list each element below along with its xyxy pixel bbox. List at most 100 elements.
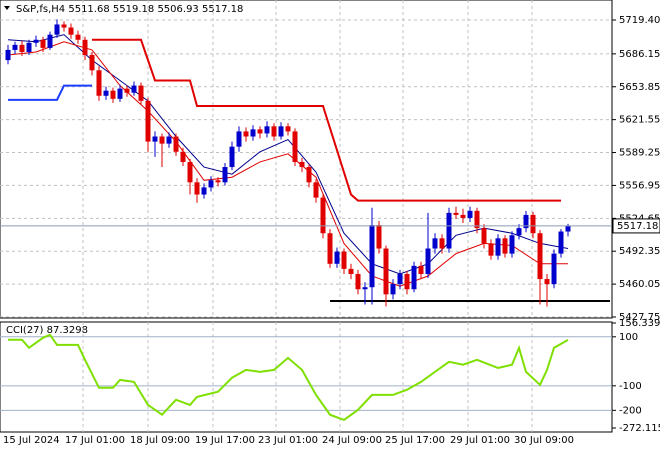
x-tick-label: 25 Jul 17:00 — [385, 435, 445, 446]
cci-tick-label: 100 — [619, 332, 638, 343]
candle-body — [19, 44, 25, 52]
y-tick-label: 5492.35 — [619, 246, 660, 257]
candle-body — [418, 265, 424, 274]
chart-title: S&P,fs,H4 5511.68 5519.18 5506.93 5517.1… — [16, 4, 243, 15]
x-tick-label: 24 Jul 09:00 — [322, 435, 382, 446]
x-tick-label: 29 Jul 01:00 — [450, 435, 510, 446]
candle-body — [376, 225, 382, 249]
candle-body — [390, 284, 396, 295]
candle-body — [383, 248, 389, 295]
candle-body — [285, 126, 291, 132]
candle-body — [47, 34, 53, 48]
candle-body — [523, 214, 529, 229]
candle-body — [236, 131, 242, 147]
candle-body — [201, 187, 207, 195]
main-frame — [0, 0, 613, 319]
cci-frame — [0, 321, 613, 433]
candle-body — [278, 126, 284, 137]
candle-body — [327, 233, 333, 264]
candle-body — [257, 129, 263, 134]
candle-body — [502, 238, 508, 254]
y-tick-label: 5556.95 — [619, 180, 660, 191]
candle-body — [187, 161, 193, 183]
candle-body — [432, 238, 438, 249]
candle-body — [194, 182, 200, 195]
candle-body — [453, 212, 459, 215]
price-label-box — [612, 218, 660, 234]
candle-body — [495, 238, 501, 256]
candle-body — [544, 279, 550, 285]
candle-body — [306, 167, 312, 183]
candle-body — [404, 273, 410, 290]
candle-body — [117, 88, 123, 99]
cci-title: CCI(27) 87.3298 — [6, 325, 88, 336]
candle-body — [138, 85, 144, 101]
candle-body — [229, 146, 235, 168]
close: 5517.18 — [202, 4, 243, 15]
x-tick-label: 17 Jul 01:00 — [65, 435, 125, 446]
candle-body — [488, 243, 494, 256]
candle-body — [474, 210, 480, 229]
candle-body — [12, 44, 18, 50]
candle-body — [215, 180, 221, 183]
candle-body — [446, 212, 452, 249]
y-tick-label: 5427.75 — [619, 312, 660, 323]
candle-body — [180, 151, 186, 162]
y-tick-label: 5621.55 — [619, 115, 660, 126]
candle-body — [5, 49, 11, 61]
open: 5511.68 — [68, 4, 109, 15]
candle-body — [425, 248, 431, 274]
candle-body — [124, 88, 130, 93]
candle-body — [264, 126, 270, 134]
candle-body — [292, 131, 298, 162]
cci-tick-label: -200 — [619, 405, 642, 416]
candle-body — [411, 265, 417, 290]
cci-name: CCI(27) — [6, 325, 44, 336]
high: 5519.18 — [113, 4, 154, 15]
candle-body — [40, 39, 46, 48]
x-tick-label: 30 Jul 09:00 — [514, 435, 574, 446]
price-label: 5517.18 — [617, 221, 658, 232]
low: 5506.93 — [157, 4, 198, 15]
y-tick-label: 5653.85 — [619, 82, 660, 93]
candle-body — [222, 167, 228, 183]
candle-body — [61, 24, 67, 28]
x-tick-label: 18 Jul 09:00 — [130, 435, 190, 446]
candle-body — [271, 126, 277, 137]
y-tick-label: 5686.15 — [619, 49, 660, 60]
candle-body — [250, 129, 256, 137]
candle-body — [166, 136, 172, 144]
candle-body — [341, 251, 347, 269]
candle-body — [26, 42, 32, 52]
candle-body — [460, 214, 466, 218]
candle-body — [334, 251, 340, 264]
cci-tick-label: 156.3395 — [619, 318, 660, 329]
candle-body — [467, 210, 473, 218]
x-tick-label: 19 Jul 17:00 — [195, 435, 255, 446]
overlay-line — [8, 84, 92, 101]
candle-body — [145, 100, 151, 142]
y-tick-label: 5460.05 — [619, 279, 660, 290]
candle-body — [208, 180, 214, 188]
candle-body — [439, 238, 445, 249]
symbol: S&P,fs,H4 — [16, 4, 65, 15]
cci-value: 87.3298 — [47, 325, 88, 336]
candle-body — [89, 55, 95, 71]
cci-tick-label: -100 — [619, 381, 642, 392]
overlay-line — [7, 34, 569, 275]
candle-body — [96, 70, 102, 96]
candle-body — [33, 39, 39, 43]
overlay-line — [92, 38, 561, 202]
menu-arrow[interactable] — [4, 6, 10, 10]
candle-body — [110, 90, 116, 99]
candle-body — [68, 27, 74, 35]
candle-body — [82, 39, 88, 56]
candle-body — [313, 182, 319, 198]
candle-body — [173, 136, 179, 152]
cci-tick-label: -272.1157 — [619, 423, 660, 434]
candle-body — [103, 90, 109, 96]
y-tick-label: 5589.25 — [619, 148, 660, 159]
x-tick-label: 23 Jul 01:00 — [258, 435, 318, 446]
candle-body — [551, 253, 557, 285]
